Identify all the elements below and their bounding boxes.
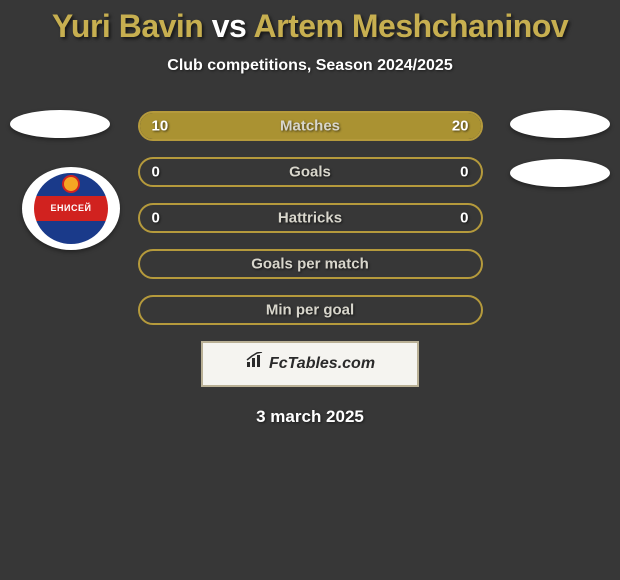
player1-name: Yuri Bavin	[52, 8, 204, 44]
page-title: Yuri Bavin vs Artem Meshchaninov	[0, 0, 620, 45]
player1-club-logo: ЕНИСЕЙ	[22, 167, 120, 250]
player1-badge	[10, 110, 110, 138]
subtitle: Club competitions, Season 2024/2025	[0, 57, 620, 75]
player2-badge	[510, 110, 610, 138]
stat-label: Goals	[140, 164, 481, 181]
club-sun-icon	[64, 177, 78, 191]
stat-label: Hattricks	[140, 210, 481, 227]
stat-row-goals: 00Goals	[138, 157, 483, 187]
stat-row-goals-per-match: Goals per match	[138, 249, 483, 279]
chart-icon	[245, 352, 265, 373]
stat-row-min-per-goal: Min per goal	[138, 295, 483, 325]
comparison-panel: ЕНИСЕЙ 1020Matches 00Goals 00Hattricks Goal…	[0, 111, 620, 427]
brand-badge: FcTables.com	[201, 341, 419, 387]
player2-club-badge	[510, 159, 610, 187]
stat-row-matches: 1020Matches	[138, 111, 483, 141]
stat-label: Min per goal	[140, 302, 481, 319]
player2-name: Artem Meshchaninov	[254, 8, 569, 44]
vs-text: vs	[212, 8, 247, 44]
stat-label: Goals per match	[140, 256, 481, 273]
stat-row-hattricks: 00Hattricks	[138, 203, 483, 233]
brand-text: FcTables.com	[269, 355, 375, 373]
date-text: 3 march 2025	[0, 407, 620, 427]
stat-bars: 1020Matches 00Goals 00Hattricks Goals per m…	[138, 111, 483, 325]
club-logo-text: ЕНИСЕЙ	[51, 204, 92, 213]
stat-label: Matches	[140, 118, 481, 135]
